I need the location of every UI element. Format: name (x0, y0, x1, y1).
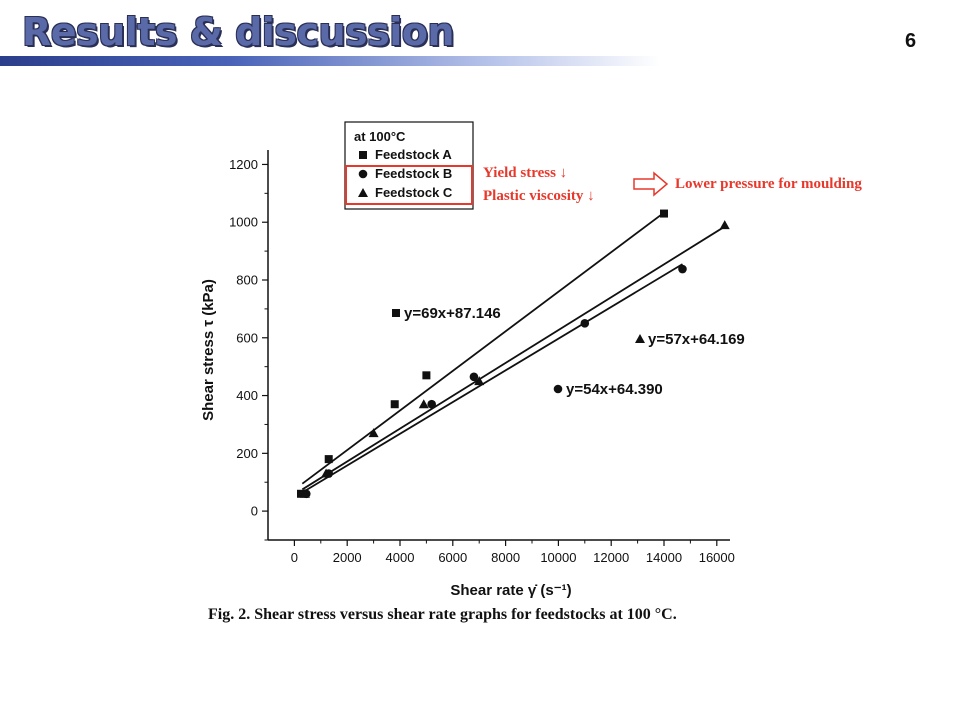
legend-label-triangle: Feedstock C (375, 185, 453, 200)
annotation-graphics (345, 165, 669, 205)
fit-line-triangle (301, 225, 726, 491)
x-axis-label: Shear rate γ̇ (s⁻¹) (450, 582, 571, 599)
y-axis-label: Shear stress τ (kPa) (200, 279, 217, 421)
equation-marker-circle (553, 384, 563, 394)
data-point-square (422, 371, 431, 380)
data-point-triangle (418, 399, 429, 409)
x-tick-label: 4000 (386, 550, 415, 565)
x-tick-label: 12000 (593, 550, 629, 565)
legend-label-square: Feedstock A (375, 147, 452, 162)
y-tick-label: 400 (236, 388, 258, 403)
equation-label-circle: y=54x+64.390 (566, 381, 663, 398)
figure-caption: Fig. 2. Shear stress versus shear rate g… (208, 606, 677, 623)
highlight-box (345, 165, 473, 205)
x-tick-label: 14000 (646, 550, 682, 565)
data-point-triangle (299, 488, 310, 498)
data-point-square (324, 455, 333, 464)
legend-marker-triangle (358, 188, 368, 197)
data-point-triangle (474, 376, 485, 386)
fit-line-circle (304, 263, 683, 492)
x-tick-label: 0 (291, 550, 298, 565)
equation-marker-square (392, 309, 400, 317)
x-tick-label: 6000 (438, 550, 467, 565)
chart-axes (262, 150, 730, 546)
chart-labels: 0 2000 4000 6000 8000 10000 12000 14000 16000 0 20… (200, 157, 745, 599)
page-number: 6 (905, 30, 917, 52)
x-tick-label: 10000 (540, 550, 576, 565)
equation-label-square: y=69x+87.146 (404, 305, 501, 322)
y-tick-label: 0 (251, 504, 258, 519)
data-point-triangle (368, 428, 379, 438)
data-point-triangle (719, 220, 730, 230)
legend-title: at 100°C (354, 129, 406, 144)
right-arrow-icon (633, 171, 669, 197)
slide-title: Results & discussion (22, 10, 454, 54)
legend-marker-circle (358, 169, 368, 179)
data-point-circle (678, 264, 687, 274)
y-tick-label: 800 (236, 273, 258, 288)
conclusion-note: Lower pressure for moulding (675, 176, 862, 192)
title-underline (0, 56, 660, 66)
data-point-square (660, 209, 668, 218)
data-point-circle (427, 399, 436, 409)
x-tick-label: 8000 (491, 550, 520, 565)
fit-line-square (301, 209, 668, 485)
data-point-circle (469, 372, 479, 382)
equation-label-triangle: y=57x+64.169 (648, 331, 745, 348)
yield-stress-note: Yield stress ↓ (483, 165, 568, 181)
x-tick-label: 16000 (699, 550, 735, 565)
data-point-square (297, 489, 305, 498)
equation-marker-triangle (635, 334, 645, 343)
data-point-square (390, 400, 399, 409)
y-tick-label: 200 (236, 446, 258, 461)
plastic-viscosity-note: Plastic viscosity ↓ (483, 188, 595, 204)
fit-lines (301, 209, 726, 492)
y-tick-label: 600 (236, 330, 258, 345)
data-point-circle (580, 319, 590, 328)
y-tick-label: 1200 (229, 157, 258, 172)
legend-marker-square (359, 151, 367, 159)
data-point-triangle (321, 468, 332, 478)
data-points (297, 209, 730, 499)
y-tick-label: 1000 (229, 215, 258, 230)
legend-label-circle: Feedstock B (375, 166, 452, 181)
x-tick-label: 2000 (333, 550, 362, 565)
